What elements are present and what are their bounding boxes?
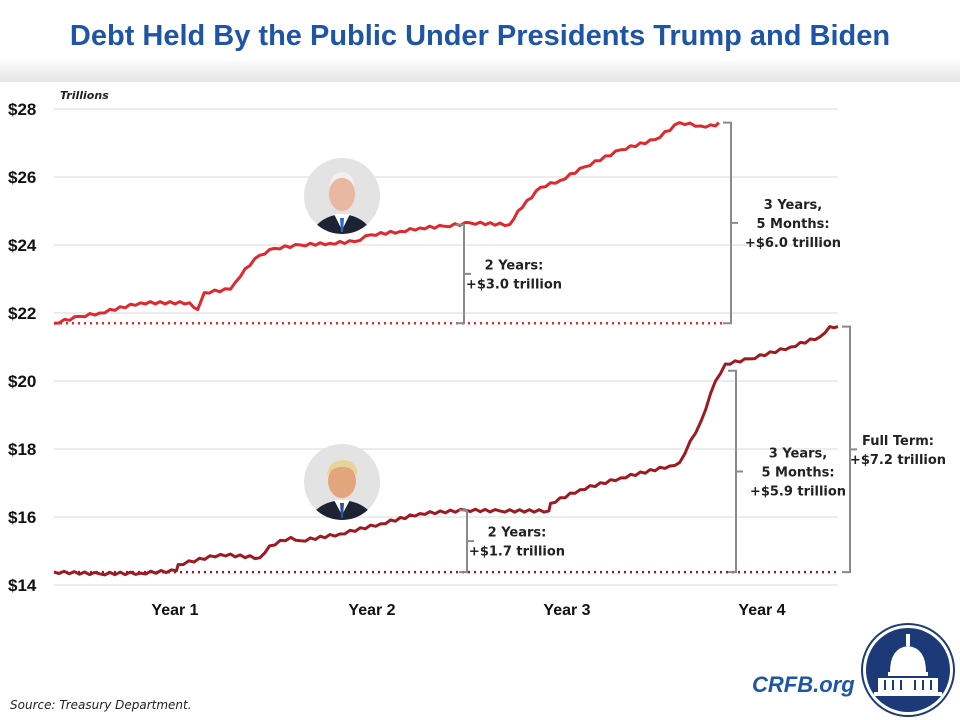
trump-portrait: [304, 444, 380, 520]
y-tick-label: $26: [8, 168, 36, 187]
gridlines: [54, 108, 838, 586]
annotation-label: 3 Years,: [769, 446, 827, 461]
series-lines: [53, 121, 839, 577]
x-category-label: Year 4: [738, 602, 785, 619]
bracket: [842, 325, 857, 574]
bracket: [459, 509, 474, 574]
brand-link[interactable]: CRFB.org: [752, 672, 855, 697]
annotation-label: +$6.0 trillion: [745, 236, 841, 251]
annotation-label: 2 Years:: [488, 526, 547, 541]
x-axis: Year 1 Year 2 Year 3 Year 4: [151, 602, 785, 619]
bracket: [728, 369, 743, 574]
annotation-label: +$1.7 trillion: [469, 545, 565, 560]
y-tick-label: $28: [8, 100, 36, 119]
annotation-label: +$3.0 trillion: [466, 277, 562, 292]
baselines: [54, 321, 838, 574]
annotation-label: +$7.2 trillion: [850, 453, 946, 468]
y-tick-label: $20: [8, 372, 36, 391]
x-category-label: Year 3: [543, 602, 590, 619]
annotation-label: 5 Months:: [761, 465, 834, 480]
chart-title: Debt Held By the Public Under Presidents…: [69, 20, 891, 52]
annotation-label: 5 Months:: [756, 217, 829, 232]
annotation-label: Full Term:: [862, 434, 934, 449]
y-tick-label: $22: [8, 304, 36, 323]
crfb-capitol-logo: [861, 623, 955, 717]
y-tick-label: $14: [8, 576, 37, 595]
annotation-label: +$5.9 trillion: [750, 484, 846, 499]
y-unit-label: Trillions: [60, 89, 109, 102]
biden-portrait: [304, 158, 380, 234]
y-tick-label: $18: [8, 440, 36, 459]
y-tick-label: $16: [8, 508, 36, 527]
bracket: [456, 223, 471, 325]
source-note: Source: Treasury Department.: [10, 698, 192, 712]
series-line-upper: [53, 121, 720, 325]
y-axis: $14 $16 $18 $20 $22 $24 $26 $28: [8, 100, 37, 595]
x-category-label: Year 2: [348, 602, 395, 619]
annotation-label: 3 Years,: [764, 198, 822, 213]
bracket: [723, 121, 738, 325]
annotation-label: 2 Years:: [485, 258, 544, 273]
series-line-lower: [53, 325, 839, 577]
y-tick-label: $24: [8, 236, 37, 255]
title-band: [0, 0, 960, 82]
x-category-label: Year 1: [151, 602, 198, 619]
annotations: 2 Years: +$3.0 trillion 3 Years, 5 Months: +…: [456, 121, 946, 574]
